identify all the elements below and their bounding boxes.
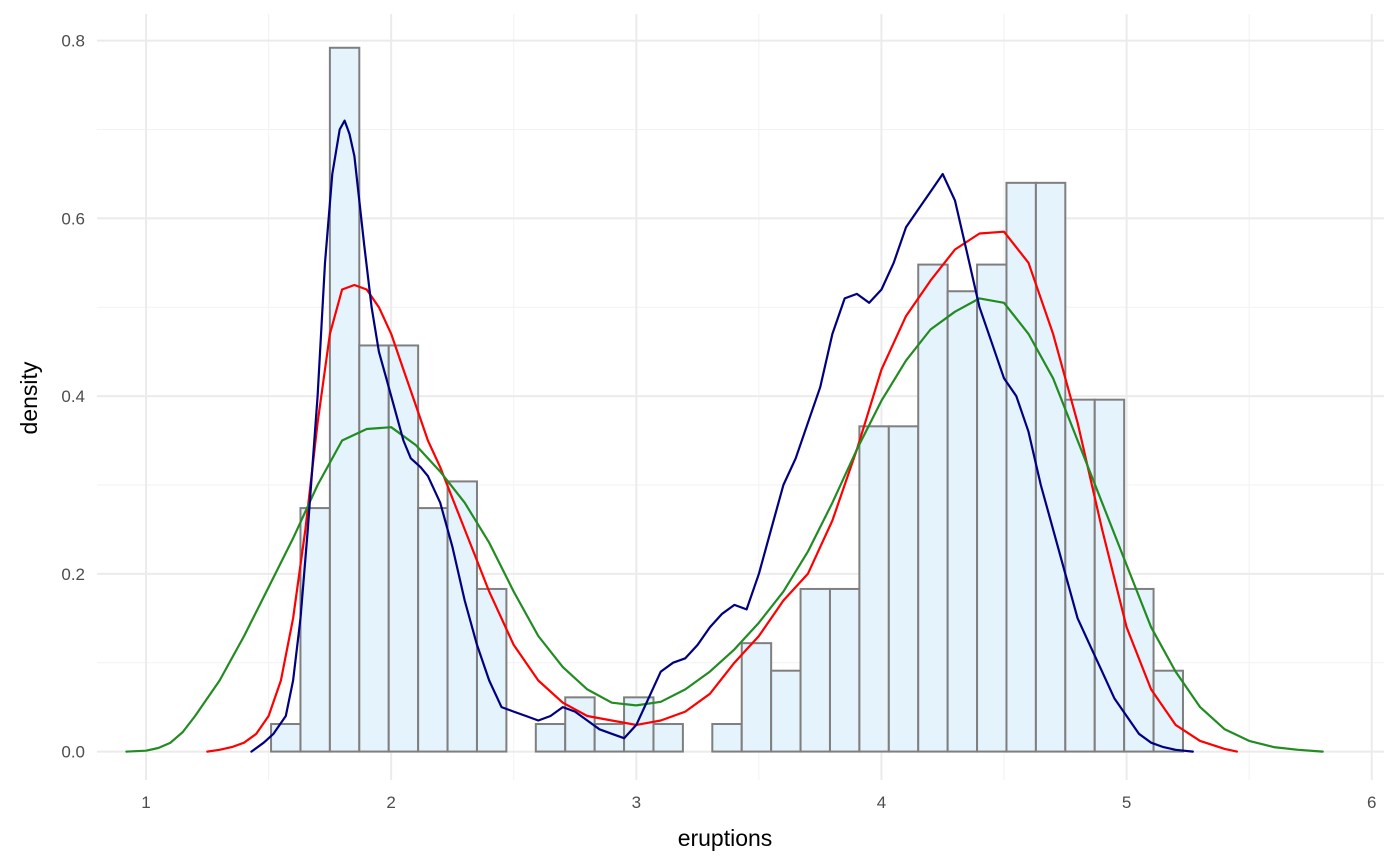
histogram-bar xyxy=(1093,398,1126,753)
histogram-bar xyxy=(652,723,684,753)
histogram-bar xyxy=(887,425,920,753)
histogram-bar xyxy=(711,723,743,753)
y-tick-label: 0.2 xyxy=(61,565,85,584)
histogram-bar xyxy=(1064,398,1096,753)
histogram-bar xyxy=(946,290,979,753)
x-axis-tick-labels: 1 2 3 4 5 6 xyxy=(141,793,1376,812)
density-curves xyxy=(125,119,1324,753)
histogram-bar xyxy=(270,723,302,753)
density-curve xyxy=(125,297,1324,753)
histogram-bar xyxy=(475,587,508,753)
histogram-bar xyxy=(770,669,802,753)
histogram-bar xyxy=(1034,181,1067,753)
y-tick-label: 0.8 xyxy=(61,32,85,51)
histogram-bar xyxy=(976,263,1008,753)
histogram-bar xyxy=(446,480,478,753)
y-axis-tick-labels: 0.0 0.2 0.4 0.6 0.8 xyxy=(61,32,85,762)
y-axis-title: density xyxy=(16,361,42,434)
x-tick-label: 3 xyxy=(632,793,641,812)
x-tick-label: 2 xyxy=(386,793,395,812)
histogram-bar xyxy=(1123,587,1155,753)
y-tick-label: 0.4 xyxy=(61,387,85,406)
histogram-bar xyxy=(358,344,390,753)
histogram-bar xyxy=(299,507,331,753)
histogram-bar xyxy=(1152,669,1184,753)
x-tick-label: 1 xyxy=(141,793,150,812)
histogram-bar xyxy=(417,507,449,753)
histogram-bar xyxy=(534,723,567,753)
x-tick-label: 5 xyxy=(1122,793,1131,812)
density-curve xyxy=(250,119,1194,753)
histogram-bar xyxy=(917,263,949,753)
x-tick-label: 4 xyxy=(877,793,886,812)
histogram-bar xyxy=(799,587,831,753)
x-axis-title: eruptions xyxy=(678,825,773,851)
histogram-bar xyxy=(858,425,890,753)
x-tick-label: 6 xyxy=(1367,793,1376,812)
histogram-bar xyxy=(828,587,861,753)
y-tick-label: 0.6 xyxy=(61,209,85,228)
y-tick-label: 0.0 xyxy=(61,743,85,762)
histogram-bar xyxy=(387,344,420,753)
histogram-bar xyxy=(740,642,773,753)
histogram-bars xyxy=(270,46,1184,753)
major-gridlines xyxy=(97,14,1384,780)
